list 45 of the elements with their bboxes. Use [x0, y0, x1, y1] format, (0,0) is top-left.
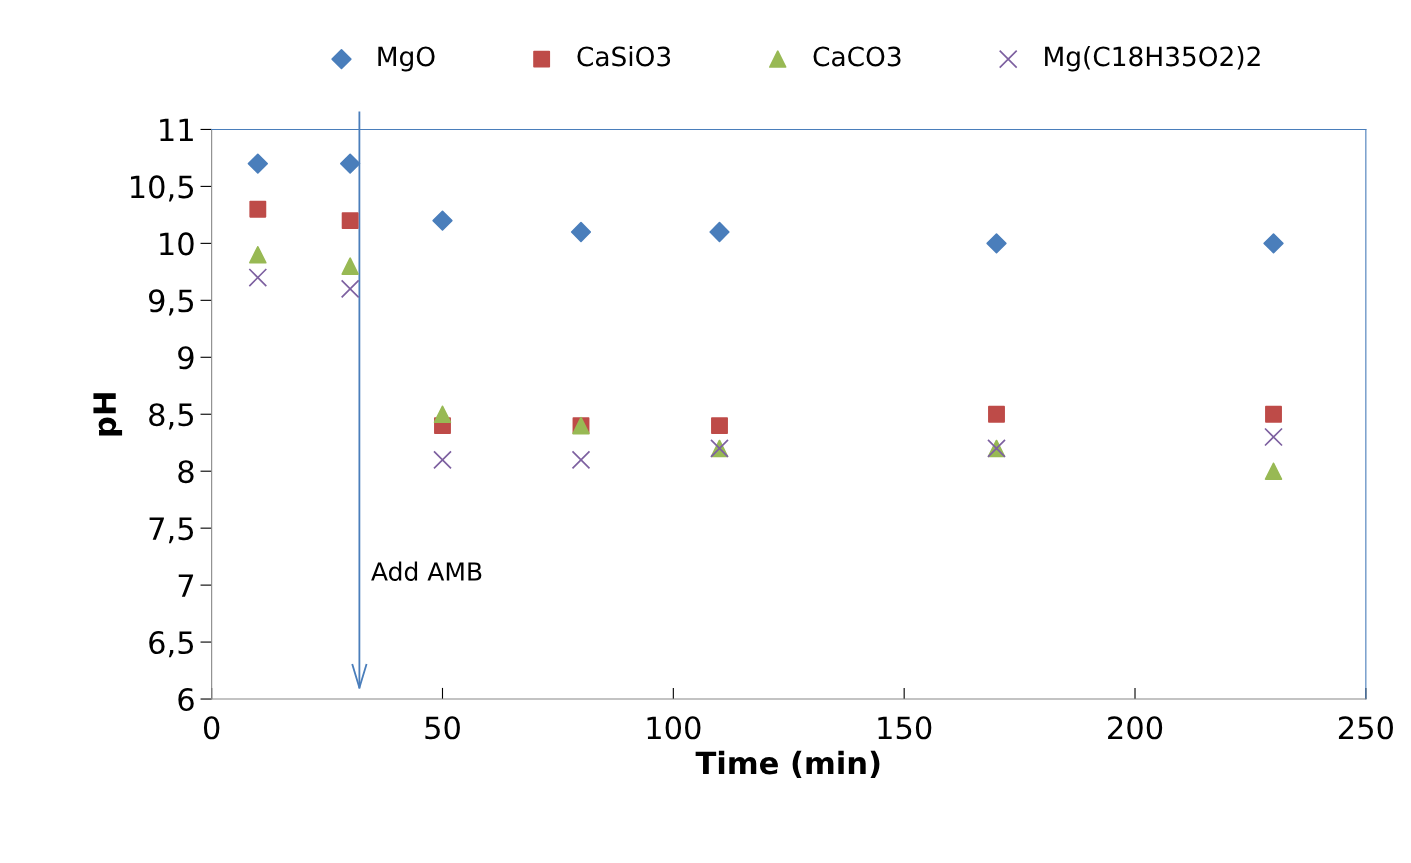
y-tick-label: 9: [178, 346, 194, 370]
point: [1264, 427, 1283, 447]
x-tick-label: 250: [1338, 716, 1393, 740]
point: [709, 221, 730, 243]
legend-label: MgO: [378, 46, 435, 72]
point: [433, 450, 452, 470]
y-tick-label: 7,5: [149, 517, 194, 544]
point: [247, 153, 268, 174]
x-tick-label: 100: [647, 716, 701, 740]
y-tick-label: 10: [160, 232, 194, 256]
point: [1265, 405, 1282, 423]
y-tick-label: 10,5: [131, 175, 194, 202]
ref-line-label: Add AMB: [371, 561, 482, 581]
point: [340, 279, 360, 299]
point: [248, 268, 268, 287]
legend-label: Mg(C18H35O2)2: [1045, 46, 1260, 72]
y-axis-title: pH: [93, 393, 123, 436]
point: [570, 221, 592, 243]
y-tick-label: 9,5: [149, 289, 194, 316]
y-tick-label: 8: [178, 460, 194, 484]
x-tick-label: 200: [1108, 716, 1163, 740]
x-axis-title: Time (min): [695, 750, 880, 779]
x-tick-label: 150: [878, 716, 932, 740]
point: [340, 153, 361, 174]
x-tick-label: 0: [203, 716, 220, 740]
point: [571, 450, 591, 470]
y-tick-label: 6,5: [149, 631, 194, 658]
point: [711, 417, 728, 435]
point: [341, 212, 359, 230]
y-tick-label: 11: [160, 118, 193, 142]
y-tick-label: 8,5: [149, 403, 194, 430]
point: [341, 257, 359, 275]
point: [433, 405, 452, 423]
point: [249, 246, 267, 264]
y-tick-label: 6: [178, 687, 194, 712]
x-tick-label: 50: [425, 716, 460, 740]
point: [432, 210, 453, 231]
point: [1263, 233, 1284, 254]
y-tick-label: 7: [178, 574, 194, 597]
legend-label: CaCO3: [813, 46, 901, 67]
legend-label: CaSiO3: [577, 45, 671, 67]
point: [988, 405, 1005, 423]
point: [986, 233, 1007, 254]
point: [1264, 462, 1283, 480]
point: [249, 200, 267, 218]
